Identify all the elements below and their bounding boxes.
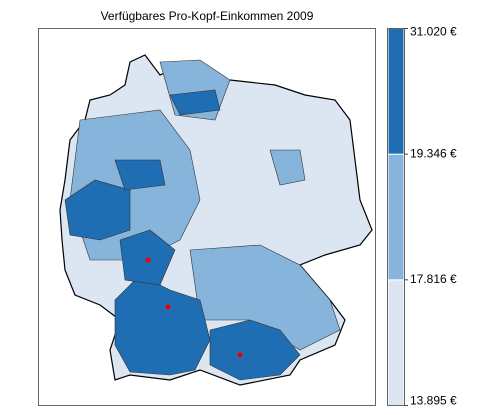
region [269,149,306,186]
region [114,159,166,191]
city-marker [237,352,243,358]
region [119,229,176,286]
legend-class [387,28,405,155]
map [59,54,373,386]
city-marker [145,257,151,263]
map-title: Verfügbares Pro-Kopf-Einkommen 2009 [101,9,314,23]
legend-label: 13.895 € [410,394,457,408]
legend-label: 17.816 € [410,272,457,286]
legend-frame [387,28,405,406]
region [209,319,301,381]
legend-label: 19.346 € [410,146,457,160]
region [64,179,131,241]
legend-class [387,279,405,407]
legend: 13.895 € 17.816 € 19.346 € 31.020 € [387,25,457,408]
region [189,244,341,351]
region [169,89,221,116]
legend-class [387,153,405,281]
legend-label: 31.020 € [410,25,457,39]
city-marker [165,304,171,310]
